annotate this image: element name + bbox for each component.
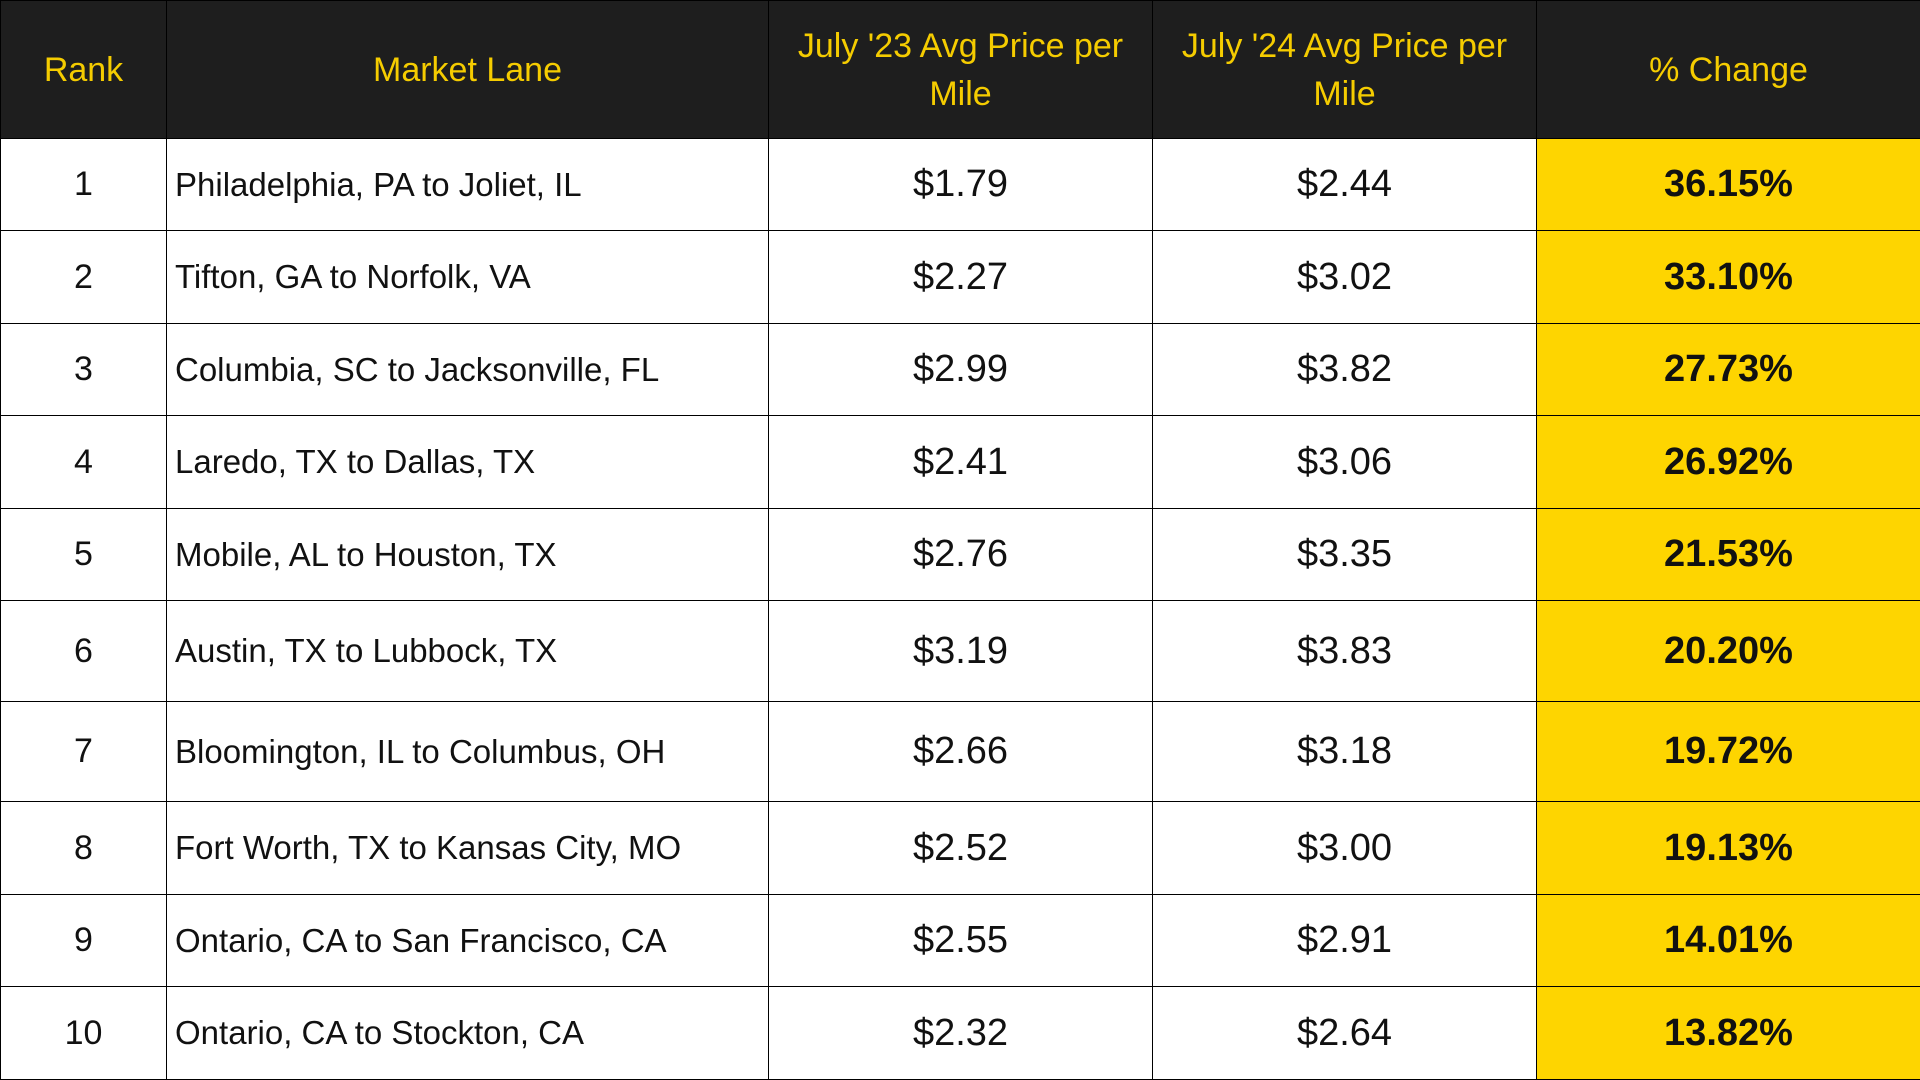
- july-24-price-cell: $2.64: [1152, 986, 1537, 1080]
- july-23-price-cell: $2.76: [768, 507, 1153, 602]
- market-lane-cell: Columbia, SC to Jacksonville, FL: [166, 322, 769, 417]
- percent-change-cell: 21.53%: [1536, 507, 1920, 602]
- table-row: 2 Tifton, GA to Norfolk, VA $2.27 $3.02 …: [0, 230, 1920, 324]
- percent-change-cell: 19.72%: [1536, 700, 1920, 803]
- market-lane-cell: Fort Worth, TX to Kansas City, MO: [166, 801, 769, 895]
- percent-change-cell: 36.15%: [1536, 137, 1920, 232]
- market-lane-cell: Mobile, AL to Houston, TX: [166, 507, 769, 602]
- table-row: 8 Fort Worth, TX to Kansas City, MO $2.5…: [0, 801, 1920, 895]
- rank-cell: 3: [0, 322, 167, 417]
- header-row: Rank Market Lane July '23 Avg Price per …: [0, 0, 1920, 139]
- table-row: 1 Philadelphia, PA to Joliet, IL $1.79 $…: [0, 137, 1920, 232]
- july-24-price-cell: $3.83: [1152, 600, 1537, 702]
- rank-cell: 8: [0, 801, 167, 895]
- july-23-price-cell: $2.66: [768, 700, 1153, 803]
- rank-cell: 10: [0, 986, 167, 1080]
- percent-change-cell: 19.13%: [1536, 801, 1920, 895]
- rank-cell: 5: [0, 507, 167, 602]
- percent-change-cell: 33.10%: [1536, 230, 1920, 324]
- july-24-price-cell: $3.82: [1152, 322, 1537, 417]
- rank-cell: 2: [0, 230, 167, 324]
- july-24-price-cell: $3.00: [1152, 801, 1537, 895]
- table-header: Rank Market Lane July '23 Avg Price per …: [0, 0, 1920, 139]
- table-row: 7 Bloomington, IL to Columbus, OH $2.66 …: [0, 700, 1920, 803]
- july-24-price-cell: $3.06: [1152, 415, 1537, 509]
- percent-change-cell: 26.92%: [1536, 415, 1920, 509]
- percent-change-cell: 13.82%: [1536, 986, 1920, 1080]
- july-24-price-cell: $3.18: [1152, 700, 1537, 803]
- table-row: 5 Mobile, AL to Houston, TX $2.76 $3.35 …: [0, 507, 1920, 602]
- header-market-lane: Market Lane: [166, 0, 769, 139]
- table-row: 10 Ontario, CA to Stockton, CA $2.32 $2.…: [0, 986, 1920, 1080]
- july-23-price-cell: $1.79: [768, 137, 1153, 232]
- rank-cell: 6: [0, 600, 167, 702]
- market-lane-cell: Tifton, GA to Norfolk, VA: [166, 230, 769, 324]
- july-23-price-cell: $3.19: [768, 600, 1153, 702]
- table-body: 1 Philadelphia, PA to Joliet, IL $1.79 $…: [0, 137, 1920, 1080]
- table-row: 4 Laredo, TX to Dallas, TX $2.41 $3.06 2…: [0, 415, 1920, 509]
- july-23-price-cell: $2.99: [768, 322, 1153, 417]
- header-july-24-price: July '24 Avg Price per Mile: [1152, 0, 1537, 139]
- rank-cell: 4: [0, 415, 167, 509]
- july-23-price-cell: $2.32: [768, 986, 1153, 1080]
- percent-change-cell: 20.20%: [1536, 600, 1920, 702]
- table-row: 3 Columbia, SC to Jacksonville, FL $2.99…: [0, 322, 1920, 417]
- july-24-price-cell: $3.35: [1152, 507, 1537, 602]
- percent-change-cell: 14.01%: [1536, 893, 1920, 988]
- header-percent-change: % Change: [1536, 0, 1920, 139]
- july-24-price-cell: $2.91: [1152, 893, 1537, 988]
- july-24-price-cell: $3.02: [1152, 230, 1537, 324]
- july-23-price-cell: $2.55: [768, 893, 1153, 988]
- market-lane-cell: Ontario, CA to Stockton, CA: [166, 986, 769, 1080]
- july-23-price-cell: $2.52: [768, 801, 1153, 895]
- market-lane-cell: Austin, TX to Lubbock, TX: [166, 600, 769, 702]
- july-23-price-cell: $2.41: [768, 415, 1153, 509]
- july-24-price-cell: $2.44: [1152, 137, 1537, 232]
- rank-cell: 9: [0, 893, 167, 988]
- market-lane-cell: Philadelphia, PA to Joliet, IL: [166, 137, 769, 232]
- market-lane-cell: Ontario, CA to San Francisco, CA: [166, 893, 769, 988]
- rank-cell: 7: [0, 700, 167, 803]
- header-july-23-price: July '23 Avg Price per Mile: [768, 0, 1153, 139]
- header-rank: Rank: [0, 0, 167, 139]
- market-lane-cell: Laredo, TX to Dallas, TX: [166, 415, 769, 509]
- july-23-price-cell: $2.27: [768, 230, 1153, 324]
- table-row: 9 Ontario, CA to San Francisco, CA $2.55…: [0, 893, 1920, 988]
- market-lane-cell: Bloomington, IL to Columbus, OH: [166, 700, 769, 803]
- percent-change-cell: 27.73%: [1536, 322, 1920, 417]
- rank-cell: 1: [0, 137, 167, 232]
- table-row: 6 Austin, TX to Lubbock, TX $3.19 $3.83 …: [0, 600, 1920, 702]
